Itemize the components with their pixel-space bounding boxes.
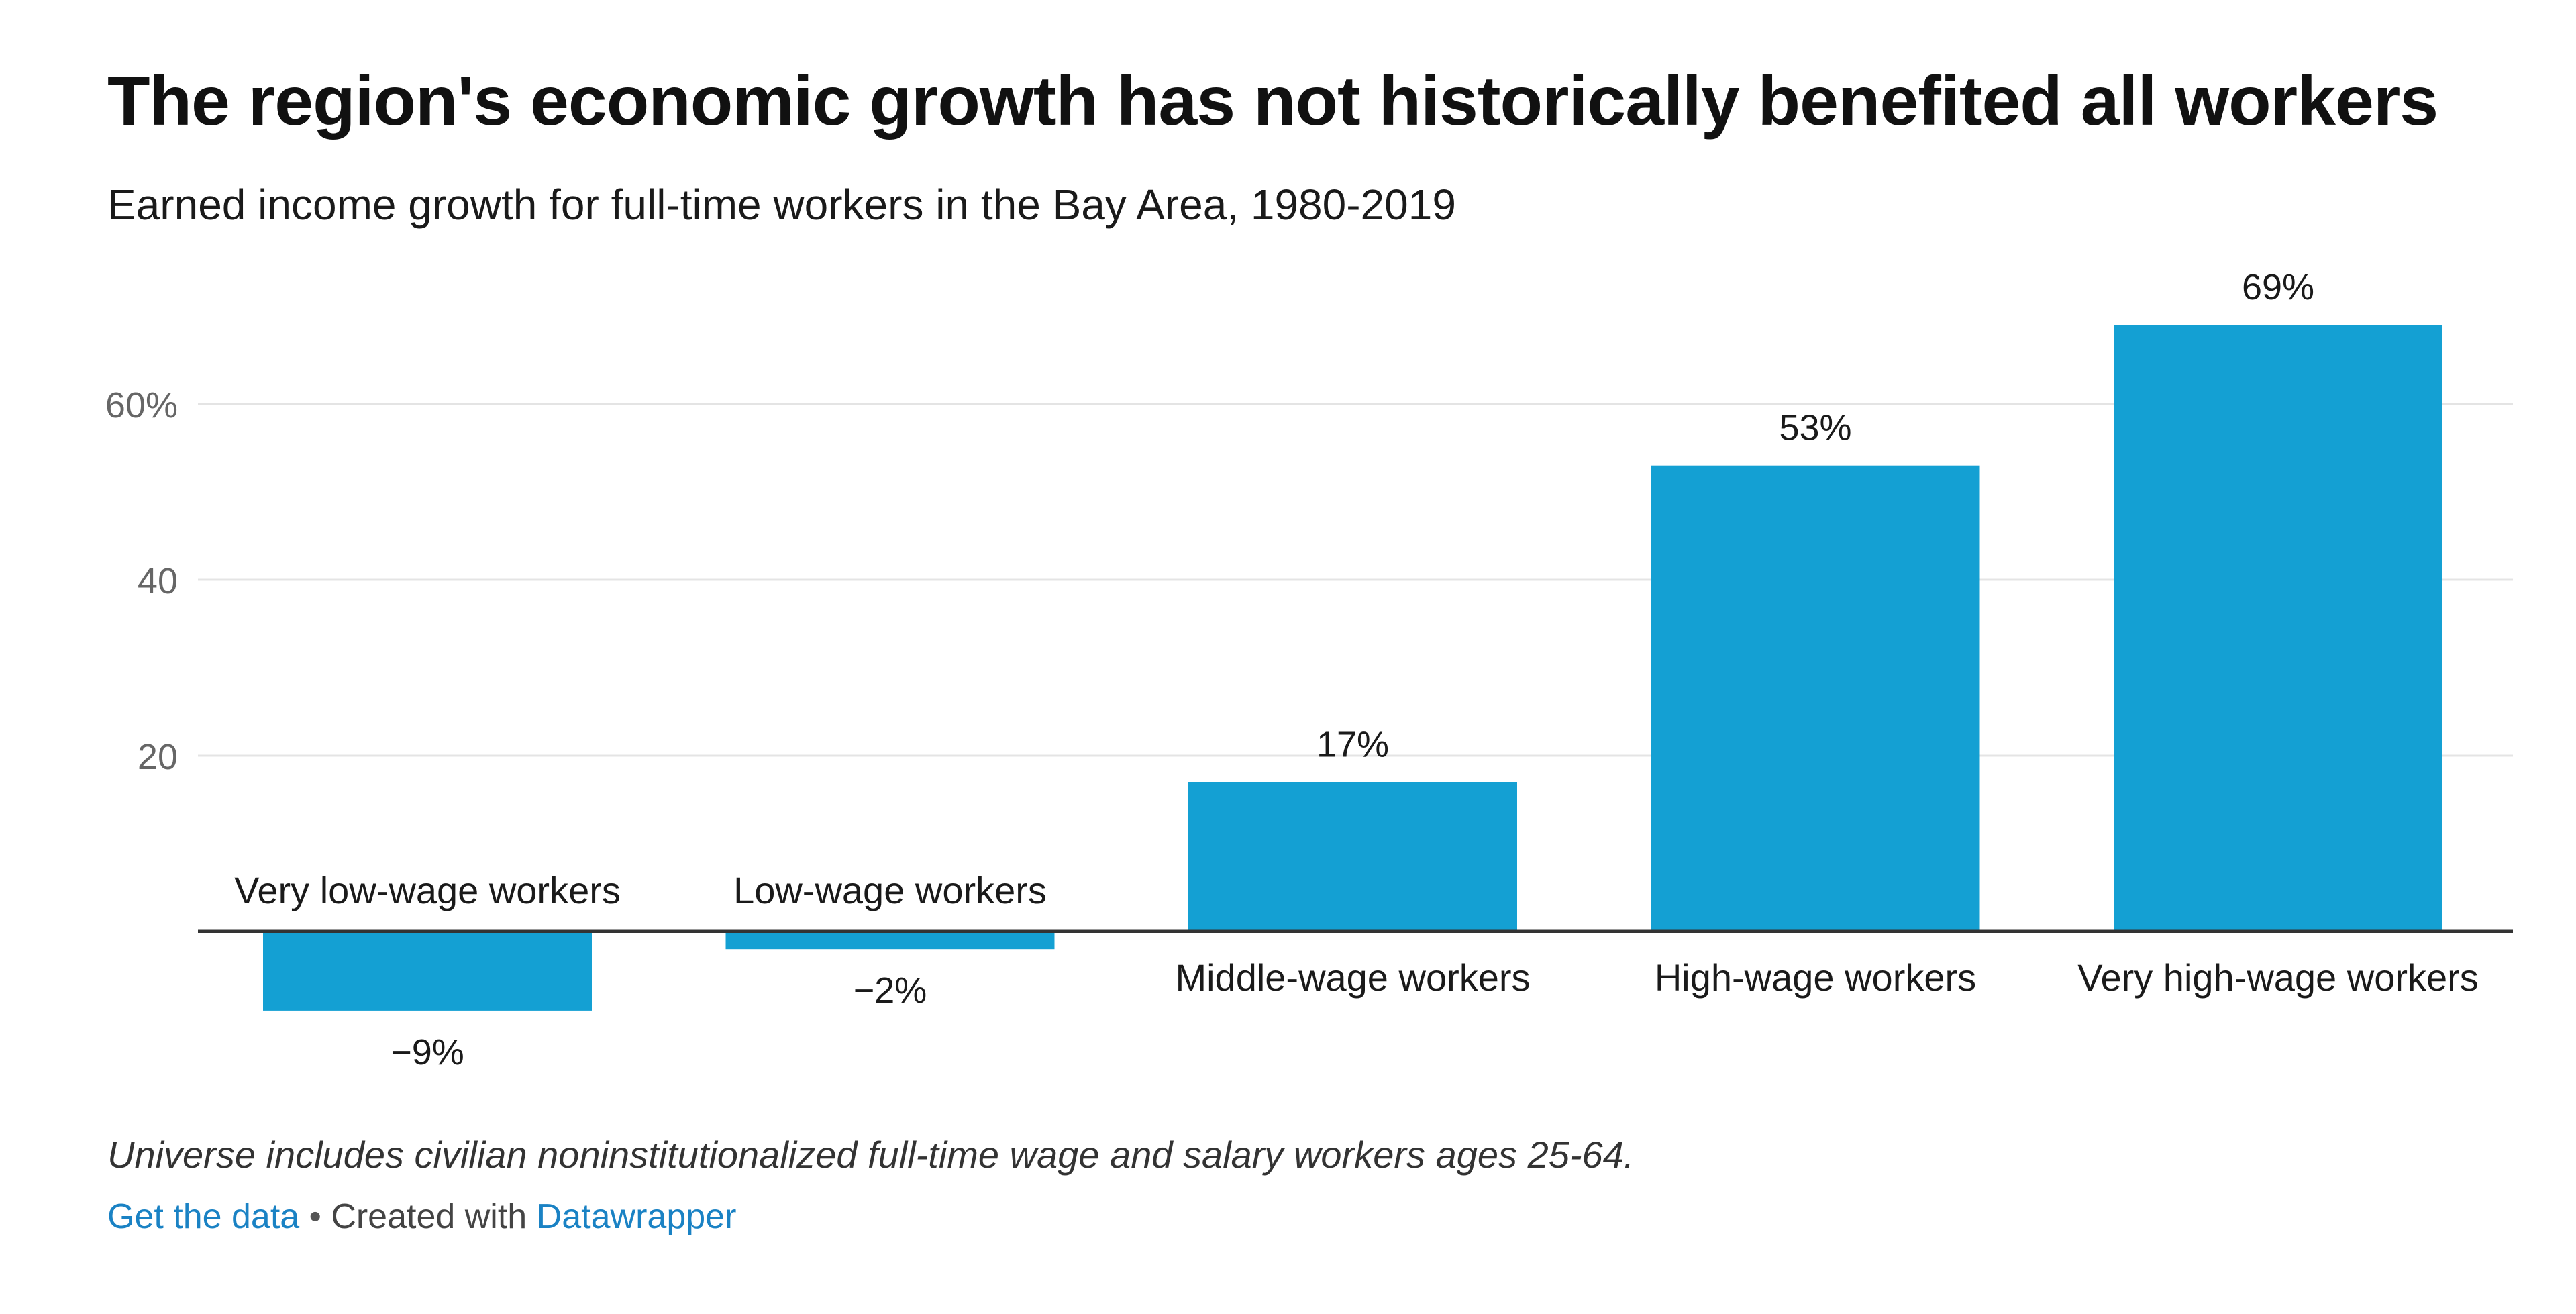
category-label: Very low-wage workers [234,869,621,911]
bar-value-label: −9% [391,1032,464,1072]
bar-value-label: −2% [854,970,927,1011]
y-tick-label: 40 [138,561,178,601]
chart-footer: Get the data • Created with Datawrapper [107,1197,736,1237]
bar [2114,325,2442,932]
created-with-text: Created with [331,1197,537,1236]
bar [263,931,592,1011]
bar [1651,465,1980,931]
category-label: Very high-wage workers [2077,956,2479,999]
bar-value-label: 17% [1317,724,1389,764]
chart-subtitle: Earned income growth for full-time worke… [107,181,1456,229]
datawrapper-link[interactable]: Datawrapper [536,1197,737,1236]
footer-separator: • [299,1197,331,1236]
category-label: High-wage workers [1655,956,1976,999]
chart-note: Universe includes civilian noninstitutio… [107,1133,1635,1176]
bar [1188,782,1517,931]
bar-value-label: 53% [1779,408,1851,448]
bar-value-label: 69% [2242,267,2314,307]
bar [725,931,1055,950]
chart-title: The region's economic growth has not his… [107,62,2438,140]
category-label: Middle-wage workers [1175,956,1530,999]
get-the-data-link[interactable]: Get the data [107,1197,300,1236]
category-label: Low-wage workers [733,869,1047,911]
y-tick-label: 60% [105,385,178,425]
y-tick-label: 20 [138,737,178,777]
